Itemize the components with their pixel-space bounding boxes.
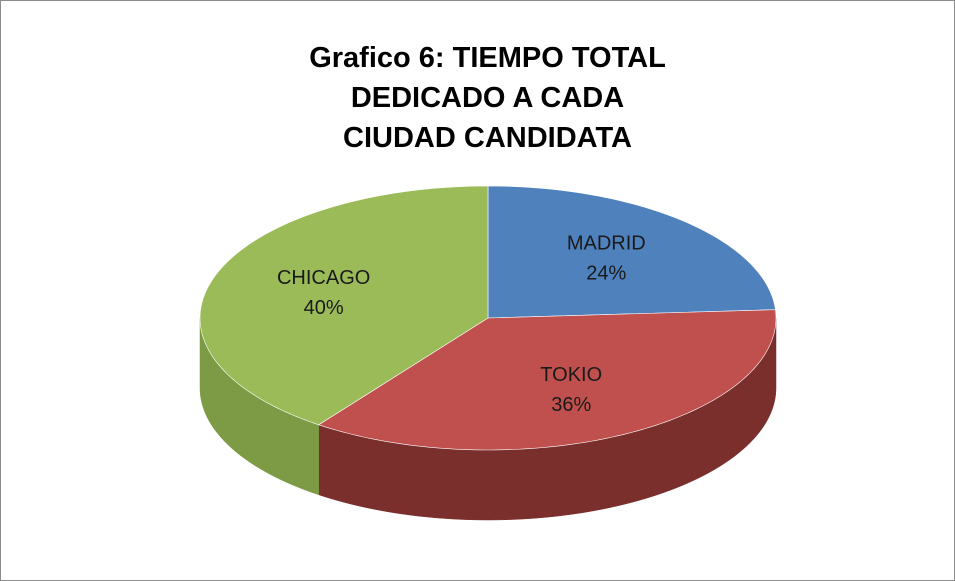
pie-slice xyxy=(199,185,489,426)
slice-value-label: 24% xyxy=(586,263,626,285)
chart-title: Grafico 6: TIEMPO TOTAL DEDICADO A CADA … xyxy=(309,42,666,154)
slice-value-label: 36% xyxy=(551,394,591,416)
pie-slice xyxy=(318,309,777,451)
pie-slice xyxy=(487,185,776,319)
slice-value-label: 40% xyxy=(304,297,344,319)
slice-label: TOKIO xyxy=(540,364,602,386)
slice-label: MADRID xyxy=(567,233,646,255)
slice-label: CHICAGO xyxy=(277,267,370,289)
